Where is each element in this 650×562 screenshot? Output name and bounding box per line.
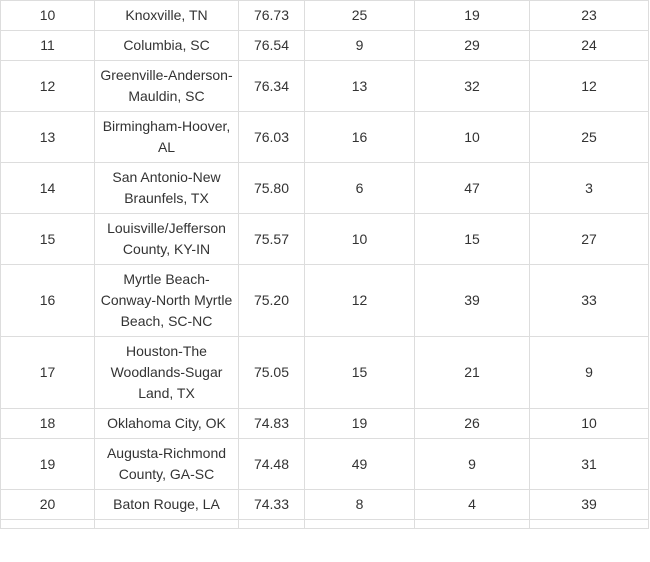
rank-cell: 12 [0, 60, 95, 112]
score-cell: 74.33 [238, 489, 305, 520]
score-cell: 75.57 [238, 213, 305, 265]
score-cell: 76.03 [238, 111, 305, 163]
rankings-table: 9 10 Knoxville, TN 76.73 25 19 23 11 Col… [0, 0, 649, 529]
table-row: 13 Birmingham-Hoover, AL 76.03 16 10 25 [0, 111, 649, 163]
rank-cell: 19 [0, 438, 95, 490]
rank-col-4-cell: 16 [304, 111, 415, 163]
rank-col-6-cell: 23 [529, 0, 649, 31]
rank-col-4-cell: 8 [304, 489, 415, 520]
rank-cell: 16 [0, 264, 95, 337]
score-cell [238, 519, 305, 529]
rank-col-5-cell: 32 [414, 60, 530, 112]
rank-cell: 13 [0, 111, 95, 163]
table-row: 20 Baton Rouge, LA 74.33 8 4 39 [0, 489, 649, 520]
rank-col-5-cell: 4 [414, 489, 530, 520]
metro-cell: San Antonio-New Braunfels, TX [94, 162, 239, 214]
rank-col-6-cell: 12 [529, 60, 649, 112]
metro-cell: Baton Rouge, LA [94, 489, 239, 520]
rank-col-4-cell: 25 [304, 0, 415, 31]
metro-cell: Birmingham-Hoover, AL [94, 111, 239, 163]
rank-col-4-cell: 19 [304, 408, 415, 439]
rank-cell: 10 [0, 0, 95, 31]
rank-col-4-cell: 15 [304, 336, 415, 409]
rank-col-5-cell: 29 [414, 30, 530, 61]
rank-col-5-cell: 15 [414, 213, 530, 265]
score-cell: 75.05 [238, 336, 305, 409]
rank-cell: 17 [0, 336, 95, 409]
rank-col-6-cell [529, 519, 649, 529]
rank-cell [0, 519, 95, 529]
rank-col-5-cell: 21 [414, 336, 530, 409]
rank-col-5-cell: 26 [414, 408, 530, 439]
rank-col-6-cell: 3 [529, 162, 649, 214]
rank-col-4-cell: 49 [304, 438, 415, 490]
rank-col-5-cell: 9 [414, 438, 530, 490]
table-row: 10 Knoxville, TN 76.73 25 19 23 [0, 0, 649, 31]
table-row: 15 Louisville/Jefferson County, KY-IN 75… [0, 213, 649, 265]
metro-cell: Houston-The Woodlands-Sugar Land, TX [94, 336, 239, 409]
rank-col-5-cell: 19 [414, 0, 530, 31]
rank-cell: 15 [0, 213, 95, 265]
rank-col-5-cell: 10 [414, 111, 530, 163]
rank-col-6-cell: 27 [529, 213, 649, 265]
table-row: 17 Houston-The Woodlands-Sugar Land, TX … [0, 336, 649, 409]
rank-col-5-cell: 47 [414, 162, 530, 214]
metro-cell: Greenville-Anderson-Mauldin, SC [94, 60, 239, 112]
rank-col-6-cell: 10 [529, 408, 649, 439]
metro-cell [94, 519, 239, 529]
rank-col-4-cell: 6 [304, 162, 415, 214]
score-cell: 75.20 [238, 264, 305, 337]
rank-col-5-cell [414, 519, 530, 529]
table-row: 16 Myrtle Beach-Conway-North Myrtle Beac… [0, 264, 649, 337]
metro-cell: Augusta-Richmond County, GA-SC [94, 438, 239, 490]
score-cell: 76.54 [238, 30, 305, 61]
table-row: 12 Greenville-Anderson-Mauldin, SC 76.34… [0, 60, 649, 112]
metro-cell: Myrtle Beach-Conway-North Myrtle Beach, … [94, 264, 239, 337]
rank-cell: 14 [0, 162, 95, 214]
table-row [0, 519, 649, 529]
rank-col-6-cell: 24 [529, 30, 649, 61]
rank-cell: 11 [0, 30, 95, 61]
rank-col-5-cell: 39 [414, 264, 530, 337]
rank-col-6-cell: 25 [529, 111, 649, 163]
rank-col-4-cell: 10 [304, 213, 415, 265]
rank-col-6-cell: 39 [529, 489, 649, 520]
rank-col-6-cell: 9 [529, 336, 649, 409]
rank-col-4-cell: 13 [304, 60, 415, 112]
rank-col-4-cell: 12 [304, 264, 415, 337]
metro-cell: Columbia, SC [94, 30, 239, 61]
table-row: 19 Augusta-Richmond County, GA-SC 74.48 … [0, 438, 649, 490]
score-cell: 75.80 [238, 162, 305, 214]
metro-cell: Oklahoma City, OK [94, 408, 239, 439]
metro-cell: Knoxville, TN [94, 0, 239, 31]
rank-col-4-cell: 9 [304, 30, 415, 61]
rank-col-6-cell: 31 [529, 438, 649, 490]
rank-col-6-cell: 33 [529, 264, 649, 337]
table-row: 14 San Antonio-New Braunfels, TX 75.80 6… [0, 162, 649, 214]
rankings-table-body: 9 10 Knoxville, TN 76.73 25 19 23 11 Col… [0, 0, 649, 529]
score-cell: 76.34 [238, 60, 305, 112]
metro-cell: Louisville/Jefferson County, KY-IN [94, 213, 239, 265]
table-row: 18 Oklahoma City, OK 74.83 19 26 10 [0, 408, 649, 439]
table-row: 11 Columbia, SC 76.54 9 29 24 [0, 30, 649, 61]
score-cell: 74.83 [238, 408, 305, 439]
rank-cell: 20 [0, 489, 95, 520]
rank-col-4-cell [304, 519, 415, 529]
rank-cell: 18 [0, 408, 95, 439]
score-cell: 76.73 [238, 0, 305, 31]
score-cell: 74.48 [238, 438, 305, 490]
